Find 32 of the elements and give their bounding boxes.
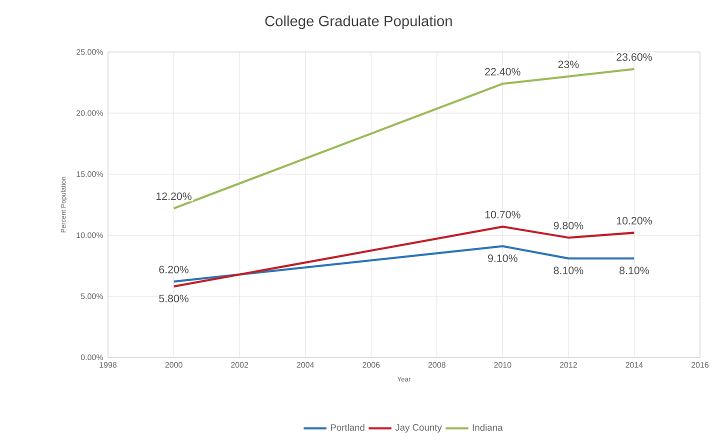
data-label: 8.10%: [620, 266, 649, 274]
y-tick-label: 25.00%: [76, 49, 104, 55]
x-tick-label: 1998: [100, 362, 117, 368]
data-label: 5.80%: [159, 294, 189, 302]
x-tick-label: 2016: [691, 362, 709, 368]
legend-label: Portland: [330, 424, 364, 431]
data-label: 6.20%: [159, 266, 189, 274]
x-tick-label: 2014: [626, 362, 643, 368]
data-label: 12.20%: [156, 192, 192, 200]
x-tick-label: 2006: [362, 362, 380, 368]
x-tick-label: 2010: [494, 362, 512, 368]
data-label: 10.20%: [616, 216, 652, 224]
y-tick-label: 20.00%: [76, 110, 104, 116]
data-label: 23.60%: [616, 53, 652, 61]
x-tick-label: 2002: [231, 362, 248, 368]
y-tick-label: 15.00%: [76, 171, 104, 177]
x-tick-label: 2008: [428, 362, 446, 368]
y-tick-label: 10.00%: [76, 232, 104, 238]
chart-title: College Graduate Population: [265, 15, 452, 30]
x-tick-label: 2004: [296, 362, 314, 368]
y-tick-label: 0.00%: [80, 354, 104, 360]
data-label: 22.40%: [485, 68, 520, 76]
x-tick-label: 2012: [560, 362, 577, 368]
y-tick-label: 5.00%: [80, 293, 104, 300]
data-label: 23%: [558, 60, 579, 68]
data-label: 10.70%: [485, 210, 520, 218]
data-label: 9.10%: [488, 254, 518, 262]
data-label: 9.80%: [554, 222, 584, 230]
legend-label: Indiana: [472, 424, 503, 431]
x-tick-label: 2000: [165, 362, 182, 368]
legend-label: Jay County: [395, 424, 442, 433]
data-label: 8.10%: [554, 266, 584, 274]
